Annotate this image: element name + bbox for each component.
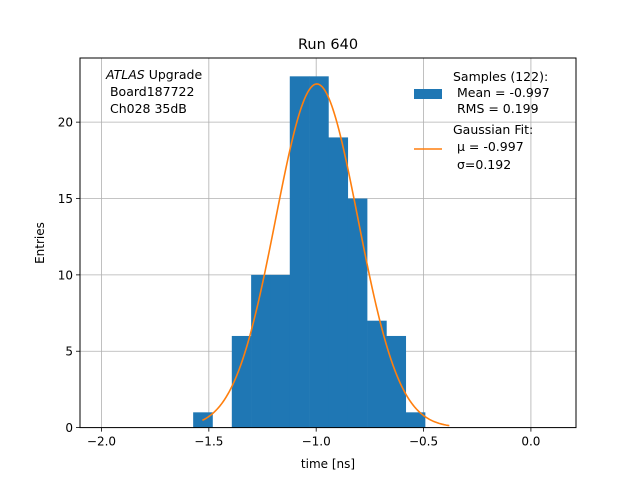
y-tick-label-4: 20 <box>58 116 73 130</box>
histogram-bar <box>309 76 329 428</box>
legend-samples-line-3: RMS = 0.199 <box>453 101 539 116</box>
y-axis-ticks: 0 5 10 15 20 <box>58 116 80 435</box>
x-tick-label-2: −1.0 <box>302 435 331 449</box>
x-tick-label-0: −2.0 <box>87 435 116 449</box>
histogram-bar <box>231 335 252 428</box>
annotation-line-1: ATLAS Upgrade <box>105 67 202 82</box>
legend: Samples (122): Mean = -0.997 RMS = 0.199… <box>414 69 550 172</box>
y-tick-label-1: 5 <box>65 345 73 359</box>
x-tick-label-3: −0.5 <box>409 435 438 449</box>
legend-fit-line-2: μ = -0.997 <box>453 139 524 154</box>
annotation-text: ATLAS Upgrade Board187722 Ch028 35dB <box>105 67 202 116</box>
legend-swatch-samples <box>414 89 442 99</box>
x-axis-ticks: −2.0 −1.5 −1.0 −0.5 0.0 <box>87 427 540 449</box>
y-axis-label: Entries <box>33 222 47 264</box>
legend-fit-line-1: Gaussian Fit: <box>453 122 533 137</box>
legend-samples-line-2: Mean = -0.997 <box>453 85 550 100</box>
gaussian-fit-curve <box>202 83 450 427</box>
plot-frame <box>79 57 577 429</box>
histogram-bar <box>328 137 349 428</box>
histogram-bar <box>289 76 310 428</box>
histogram-bar <box>405 412 426 428</box>
y-tick-label-0: 0 <box>65 421 73 435</box>
legend-samples-line-1: Samples (122): <box>453 69 548 84</box>
histogram-bar <box>367 320 387 428</box>
x-axis-label: time [ns] <box>301 457 355 471</box>
annotation-line-2: Board187722 <box>106 84 194 99</box>
histogram-bar <box>347 198 368 428</box>
y-tick-label-2: 10 <box>58 268 73 282</box>
chart-title: Run 640 <box>298 37 358 53</box>
histogram-bar <box>270 274 291 428</box>
histogram-bar <box>386 335 407 428</box>
histogram-bar <box>251 274 271 428</box>
x-tick-label-1: −1.5 <box>194 435 223 449</box>
x-tick-label-4: 0.0 <box>521 435 540 449</box>
histogram-bars <box>193 76 426 428</box>
legend-fit-line-3: σ=0.192 <box>453 157 511 172</box>
annotation-line-3: Ch028 35dB <box>106 101 187 116</box>
y-tick-label-3: 15 <box>58 192 73 206</box>
